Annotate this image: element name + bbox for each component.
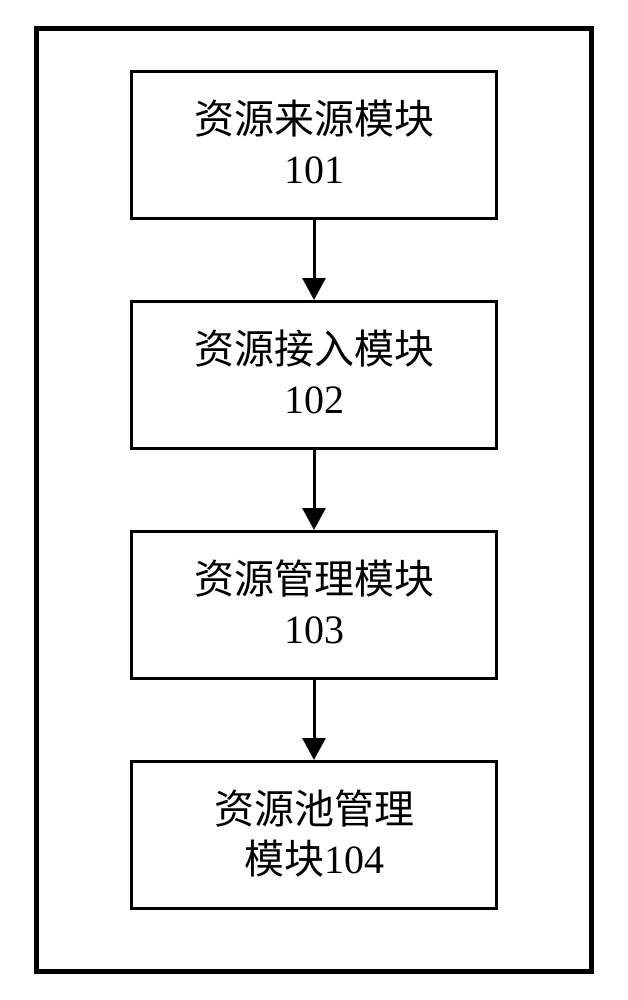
node-label-line1: 资源接入模块: [194, 325, 434, 375]
edge-line: [313, 220, 316, 278]
edge-line: [313, 680, 316, 738]
edge-arrowhead-icon: [302, 278, 326, 300]
node-label-line2: 模块104: [244, 835, 384, 885]
edge-arrowhead-icon: [302, 738, 326, 760]
node-resource-manage: 资源管理模块 103: [130, 530, 498, 680]
node-label-line2: 102: [284, 375, 344, 425]
node-label-line2: 101: [284, 145, 344, 195]
node-label-line1: 资源来源模块: [194, 95, 434, 145]
node-resource-pool-manage: 资源池管理 模块104: [130, 760, 498, 910]
node-resource-source: 资源来源模块 101: [130, 70, 498, 220]
node-label-line2: 103: [284, 605, 344, 655]
edge-line: [313, 450, 316, 508]
node-resource-access: 资源接入模块 102: [130, 300, 498, 450]
node-label-line1: 资源管理模块: [194, 555, 434, 605]
edge-arrowhead-icon: [302, 508, 326, 530]
node-label-line1: 资源池管理: [214, 785, 414, 835]
